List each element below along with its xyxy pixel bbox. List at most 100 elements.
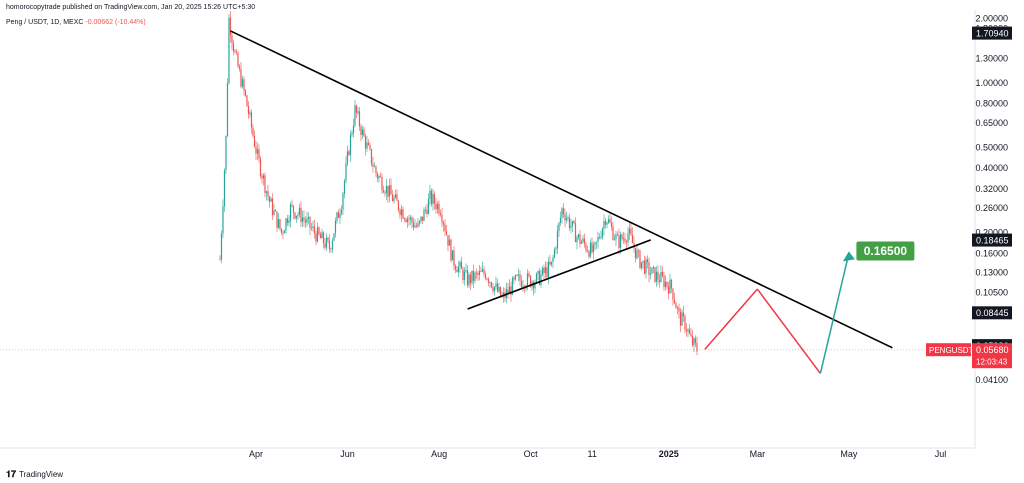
candle-body-down xyxy=(318,227,320,235)
candle-body-down xyxy=(412,222,415,228)
candle-body-down xyxy=(411,217,413,223)
candle-body-down xyxy=(280,228,283,233)
candle-body-up xyxy=(552,257,554,262)
symbol-tag-box xyxy=(926,343,971,357)
candle-body-up xyxy=(228,17,230,84)
candle-body-up xyxy=(565,218,568,221)
price-tick-label: 0.10500 xyxy=(975,288,1008,298)
candle-body-down xyxy=(387,185,389,197)
candle-body-up xyxy=(553,249,556,258)
candle-body-up xyxy=(619,234,622,248)
candle-body-up xyxy=(570,225,572,228)
candle-body-down xyxy=(610,222,613,227)
candle-body-down xyxy=(639,250,641,268)
candle-body-down xyxy=(322,232,325,244)
candle-body-down xyxy=(250,112,253,128)
candle-body-down xyxy=(238,66,241,69)
candle-body-down xyxy=(363,129,365,137)
candle-body-down xyxy=(381,176,383,191)
candle-body-down xyxy=(348,151,350,155)
time-tick-label: Mar xyxy=(750,449,766,459)
candle-body-up xyxy=(615,234,617,240)
candle-body-up xyxy=(393,197,395,202)
candle-body-down xyxy=(456,269,458,273)
candle-body-up xyxy=(301,217,304,223)
candle-body-down xyxy=(520,280,523,287)
candle-body-up xyxy=(561,208,563,218)
candle-body-down xyxy=(252,127,254,136)
candle-body-up xyxy=(307,216,310,219)
candle-body-up xyxy=(628,228,631,234)
candle-body-down xyxy=(255,146,257,154)
target-box xyxy=(856,241,915,261)
price-tick-label: 0.32000 xyxy=(975,184,1008,194)
candle-body-down xyxy=(403,218,406,220)
price-tag-box xyxy=(972,26,1012,40)
candle-body-up xyxy=(414,225,416,228)
candle-body-down xyxy=(630,228,632,235)
publisher-line: homorocopytrade published on TradingView… xyxy=(6,4,256,11)
candles xyxy=(219,10,698,356)
candle-body-down xyxy=(234,51,236,53)
candle-body-down xyxy=(450,239,452,261)
candle-body-down xyxy=(616,234,619,236)
candle-body-up xyxy=(225,136,227,171)
candle-body-up xyxy=(595,241,598,243)
candle-body-down xyxy=(496,283,499,292)
candle-body-down xyxy=(376,173,379,179)
candle-body-down xyxy=(355,105,358,113)
candle-body-up xyxy=(459,262,461,267)
candle-body-up xyxy=(220,233,223,260)
projection-path xyxy=(704,251,855,374)
candle-body-up xyxy=(571,220,574,226)
candle-body-up xyxy=(651,267,653,274)
price-change: -0.00662 (-10.44%) xyxy=(85,19,146,26)
candle-body-down xyxy=(637,250,640,252)
candle-body-down xyxy=(246,95,248,107)
candle-body-up xyxy=(312,226,314,228)
ascending-support-trendline xyxy=(467,239,652,310)
candle-body-down xyxy=(609,219,611,223)
candle-body-up xyxy=(388,185,391,197)
candle-body-up xyxy=(333,233,335,241)
candle-body-down xyxy=(315,233,317,242)
candle-body-down xyxy=(562,208,565,215)
price-tick-label: 0.13000 xyxy=(975,268,1008,278)
candle-body-up xyxy=(597,237,599,242)
candle-body-down xyxy=(694,338,697,343)
candle-body-up xyxy=(349,134,352,155)
candle-body-down xyxy=(364,136,367,149)
price-tag-value: 0.18465 xyxy=(976,235,1009,245)
candle-body-down xyxy=(441,214,443,223)
price-tick-label: 0.40000 xyxy=(975,163,1008,173)
price-tick-label: 0.50000 xyxy=(975,142,1008,152)
candle-body-down xyxy=(484,273,487,279)
candle-body-down xyxy=(528,273,530,276)
candle-body-up xyxy=(241,79,244,87)
candle-body-down xyxy=(243,79,245,91)
candle-body-up xyxy=(669,279,671,294)
candle-body-down xyxy=(439,213,442,215)
time-axis: Apr Jun Aug Oct 11 2025 Mar May Jul xyxy=(249,449,946,459)
candle-body-down xyxy=(538,271,541,285)
candle-body-up xyxy=(636,250,638,259)
candle-body-down xyxy=(682,312,685,317)
candle-body-down xyxy=(219,259,221,261)
candle-body-down xyxy=(337,212,340,218)
candle-body-down xyxy=(282,232,284,234)
candle-body-up xyxy=(378,176,380,179)
candle-body-down xyxy=(435,203,437,210)
candle-body-down xyxy=(279,219,281,229)
candle-body-up xyxy=(540,274,542,285)
candle-body-down xyxy=(625,241,628,243)
candle-body-down xyxy=(579,234,581,244)
candle-body-down xyxy=(267,191,269,197)
candle-body-up xyxy=(541,267,544,275)
candle-body-down xyxy=(690,333,692,337)
candle-body-up xyxy=(687,329,689,332)
projection-up-leg xyxy=(819,253,850,374)
candle-body-down xyxy=(253,135,256,147)
candle-body-up xyxy=(526,273,529,287)
candle-body-down xyxy=(661,272,664,276)
